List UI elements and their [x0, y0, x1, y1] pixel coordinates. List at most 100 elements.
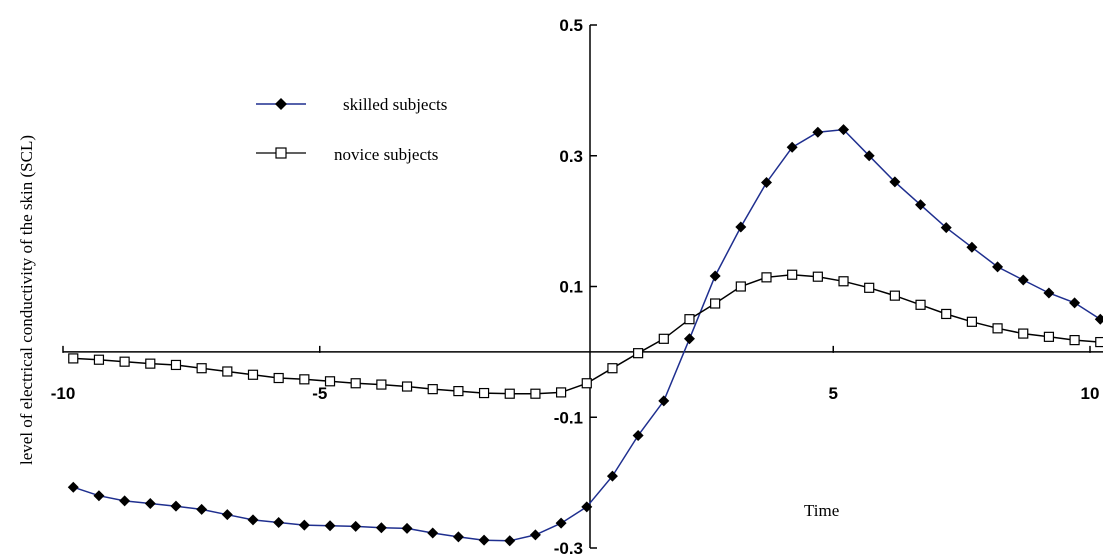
series-novice: [68, 269, 1103, 399]
legend-diamond-marker-icon: [275, 98, 287, 110]
data-point: [375, 522, 387, 534]
y-tick-label: 0.1: [559, 278, 583, 297]
data-point: [452, 531, 464, 543]
data-point: [760, 177, 772, 189]
data-point: [632, 430, 644, 442]
data-point: [683, 333, 695, 345]
data-point: [376, 379, 387, 390]
data-point: [68, 353, 79, 364]
data-point: [787, 269, 798, 280]
data-point: [607, 363, 618, 374]
data-point: [1017, 274, 1029, 286]
x-tick-label: -5: [312, 384, 327, 403]
data-point: [581, 501, 593, 513]
series-layer: [67, 124, 1103, 547]
legend-item-skilled: skilled subjects: [256, 95, 447, 114]
data-point: [735, 221, 747, 233]
y-tick-label: 0.5: [559, 16, 583, 35]
data-point: [941, 308, 952, 320]
data-point: [555, 517, 567, 529]
data-point: [915, 299, 926, 310]
data-point: [606, 470, 618, 482]
data-point: [1095, 336, 1103, 348]
data-point: [401, 381, 413, 392]
data-point: [812, 271, 823, 282]
data-point: [710, 298, 721, 309]
legend-item-novice: novice subjects: [256, 145, 438, 164]
data-point: [1069, 297, 1081, 309]
data-point: [1094, 313, 1103, 325]
data-point: [93, 354, 105, 365]
data-point: [145, 358, 156, 369]
y-tick-label: -0.3: [554, 539, 583, 556]
series-line: [73, 128, 1101, 542]
data-point: [966, 241, 978, 253]
data-point: [889, 290, 900, 301]
data-point: [427, 384, 438, 395]
data-point: [196, 503, 208, 515]
data-point: [581, 378, 592, 389]
data-point: [324, 376, 336, 387]
data-point: [247, 369, 259, 380]
data-point: [812, 126, 824, 138]
data-point: [889, 176, 901, 188]
data-point: [786, 141, 798, 153]
data-point: [401, 522, 413, 534]
y-tick-label: -0.1: [554, 408, 583, 427]
data-point: [221, 509, 233, 521]
data-point: [761, 272, 772, 283]
data-point: [478, 534, 490, 546]
data-point: [350, 378, 361, 389]
data-point: [504, 388, 515, 399]
data-point: [273, 517, 285, 529]
data-point: [735, 281, 746, 292]
data-point: [838, 276, 849, 287]
legend-square-marker-icon: [275, 147, 287, 159]
data-point: [684, 314, 695, 325]
data-point: [119, 495, 131, 507]
data-point: [1043, 287, 1055, 299]
data-point: [864, 282, 875, 293]
data-point: [658, 395, 670, 407]
x-axis-title: Time: [804, 501, 839, 520]
data-point: [67, 481, 79, 493]
data-point: [992, 323, 1003, 334]
data-point: [93, 490, 105, 502]
x-tick-label: 5: [829, 384, 838, 403]
data-point: [915, 199, 927, 211]
data-point: [555, 387, 567, 398]
data-point: [170, 359, 182, 371]
x-ticks: -10 -5 5 10: [51, 345, 1100, 403]
x-tick-label: 10: [1081, 384, 1100, 403]
x-tick-label: -10: [51, 384, 76, 403]
data-point: [273, 372, 284, 384]
data-point: [1018, 328, 1029, 339]
legend-label-skilled: skilled subjects: [343, 95, 447, 114]
data-point: [324, 520, 336, 532]
data-point: [992, 261, 1004, 273]
data-point: [504, 535, 516, 547]
axes: -10 -5 5 10 0.5 0.3 0.1 -0.1 -0.3: [51, 16, 1103, 556]
data-point: [478, 387, 490, 399]
y-ticks: 0.5 0.3 0.1 -0.1 -0.3: [554, 16, 597, 556]
data-point: [966, 316, 977, 327]
data-point: [863, 150, 875, 162]
data-point: [298, 519, 310, 531]
data-point: [144, 498, 156, 510]
data-point: [299, 374, 310, 385]
data-point: [633, 348, 644, 359]
data-point: [196, 363, 207, 374]
data-point: [350, 520, 362, 532]
data-point: [530, 388, 541, 399]
y-tick-label: 0.3: [559, 147, 583, 166]
series-skilled: [67, 124, 1103, 547]
data-point: [838, 124, 850, 136]
data-point: [1069, 335, 1080, 346]
data-point: [427, 527, 439, 539]
data-point: [658, 333, 669, 344]
data-point: [170, 500, 182, 512]
data-point: [247, 514, 259, 526]
legend: skilled subjects novice subjects: [256, 95, 447, 164]
